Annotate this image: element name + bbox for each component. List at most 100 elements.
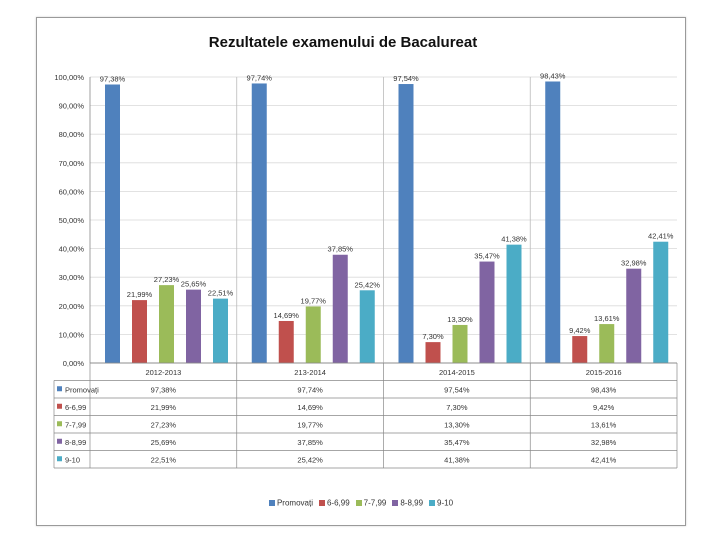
table-cell: 13,30%: [444, 420, 470, 429]
data-label: 97,38%: [100, 74, 126, 83]
table-series-name: 7-7,99: [65, 420, 86, 429]
data-label: 14,69%: [274, 311, 300, 320]
table-cell: 27,23%: [151, 420, 177, 429]
y-tick-label: 70,00%: [59, 159, 85, 168]
legend-label: 7-7,99: [363, 498, 387, 508]
bar: [278, 320, 294, 363]
y-tick-label: 90,00%: [59, 102, 85, 111]
legend-swatch: [318, 499, 325, 506]
bar: [452, 324, 468, 363]
table-cell: 14,69%: [297, 403, 323, 412]
x-tick-label: 2014-2015: [439, 368, 475, 377]
data-label: 42,41%: [648, 232, 674, 241]
data-label: 32,98%: [621, 259, 647, 268]
table-cell: 32,98%: [591, 438, 617, 447]
y-tick-label: 60,00%: [59, 187, 85, 196]
table-legend-key: [57, 421, 62, 427]
data-label: 13,30%: [447, 315, 473, 324]
bar: [572, 336, 588, 363]
table-cell: 13,61%: [591, 420, 617, 429]
data-label: 27,23%: [154, 275, 180, 284]
legend-swatch: [429, 499, 436, 506]
legend-swatch: [392, 499, 399, 506]
bar: [132, 300, 147, 363]
data-label: 25,65%: [181, 280, 207, 289]
chart-frame: Rezultatele examenului de Bacalureat 0,0…: [36, 17, 686, 526]
y-tick-label: 100,00%: [54, 73, 84, 82]
table-cell: 19,77%: [297, 420, 323, 429]
y-tick-label: 20,00%: [59, 302, 85, 311]
data-label: 19,77%: [301, 296, 327, 305]
table-cell: 35,47%: [444, 438, 470, 447]
table-cell: 98,43%: [591, 385, 617, 394]
data-label: 9,42%: [569, 326, 591, 335]
table-cell: 97,38%: [151, 385, 177, 394]
y-tick-label: 10,00%: [59, 330, 85, 339]
legend-item: Promovați: [268, 498, 313, 508]
x-tick-label: 213-2014: [294, 368, 326, 377]
table-legend-key: [57, 438, 62, 444]
x-tick-label: 2012-2013: [145, 368, 181, 377]
table-legend-key: [57, 386, 62, 392]
legend-swatch: [355, 499, 362, 506]
chart-title: Rezultatele examenului de Bacalureat: [209, 34, 477, 51]
chart-legend: Promovați 6-6,99 7-7,99 8-8,99 9-10: [37, 498, 685, 507]
bar: [105, 84, 120, 364]
bar: [213, 298, 228, 363]
y-tick-label: 80,00%: [59, 130, 85, 139]
table-series-name: 9-10: [65, 455, 80, 464]
bar: [332, 254, 348, 363]
table-cell: 9,42%: [593, 403, 615, 412]
y-tick-label: 0,00%: [63, 359, 85, 368]
x-tick-label: 2015-2016: [586, 368, 622, 377]
table-cell: 25,69%: [151, 438, 177, 447]
table-cell: 7,30%: [446, 403, 468, 412]
table-legend-key: [57, 403, 62, 409]
table-cell: 42,41%: [591, 455, 617, 464]
data-label: 97,54%: [393, 74, 419, 83]
bar: [251, 83, 267, 364]
table-cell: 25,42%: [297, 455, 323, 464]
table-legend-key: [57, 456, 62, 462]
table-cell: 21,99%: [151, 403, 177, 412]
bar: [159, 285, 174, 363]
bar: [545, 81, 561, 363]
y-tick-label: 30,00%: [59, 273, 85, 282]
data-label: 7,30%: [422, 332, 444, 341]
legend-swatch: [268, 499, 275, 506]
bar: [506, 244, 522, 363]
legend-label: 6-6,99: [326, 498, 350, 508]
table-series-name: 8-8,99: [65, 438, 86, 447]
table-series-name: 6-6,99: [65, 403, 86, 412]
legend-label: 9-10: [437, 498, 454, 508]
table-cell: 97,74%: [297, 385, 323, 394]
legend-label: 8-8,99: [400, 498, 424, 508]
y-tick-label: 50,00%: [59, 216, 85, 225]
bar: [653, 241, 669, 363]
bar: [305, 306, 321, 363]
bar: [599, 324, 615, 363]
data-label: 22,51%: [208, 289, 234, 298]
table-cell: 41,38%: [444, 455, 470, 464]
legend-label: Promovați: [276, 498, 313, 508]
data-label: 13,61%: [594, 314, 620, 323]
bar: [626, 268, 642, 363]
table-cell: 97,54%: [444, 385, 470, 394]
bar: [398, 84, 414, 364]
legend-item: 7-7,99: [355, 498, 387, 508]
table-series-name: Promovați: [65, 385, 99, 394]
legend-item: 8-8,99: [392, 498, 423, 507]
data-label: 25,42%: [355, 280, 381, 289]
data-label: 41,38%: [501, 235, 527, 244]
table-cell: 37,85%: [297, 438, 323, 447]
bar-chart: Rezultatele examenului de Bacalureat 0,0…: [53, 34, 678, 469]
bar: [425, 342, 441, 363]
bar: [479, 261, 495, 363]
bar: [359, 290, 375, 363]
table-cell: 22,51%: [151, 455, 177, 464]
legend-item: 6-6,99: [318, 498, 350, 508]
bar: [186, 289, 201, 363]
data-label: 21,99%: [127, 290, 153, 299]
data-label: 98,43%: [540, 71, 566, 80]
legend-item: 9-10: [429, 498, 453, 507]
